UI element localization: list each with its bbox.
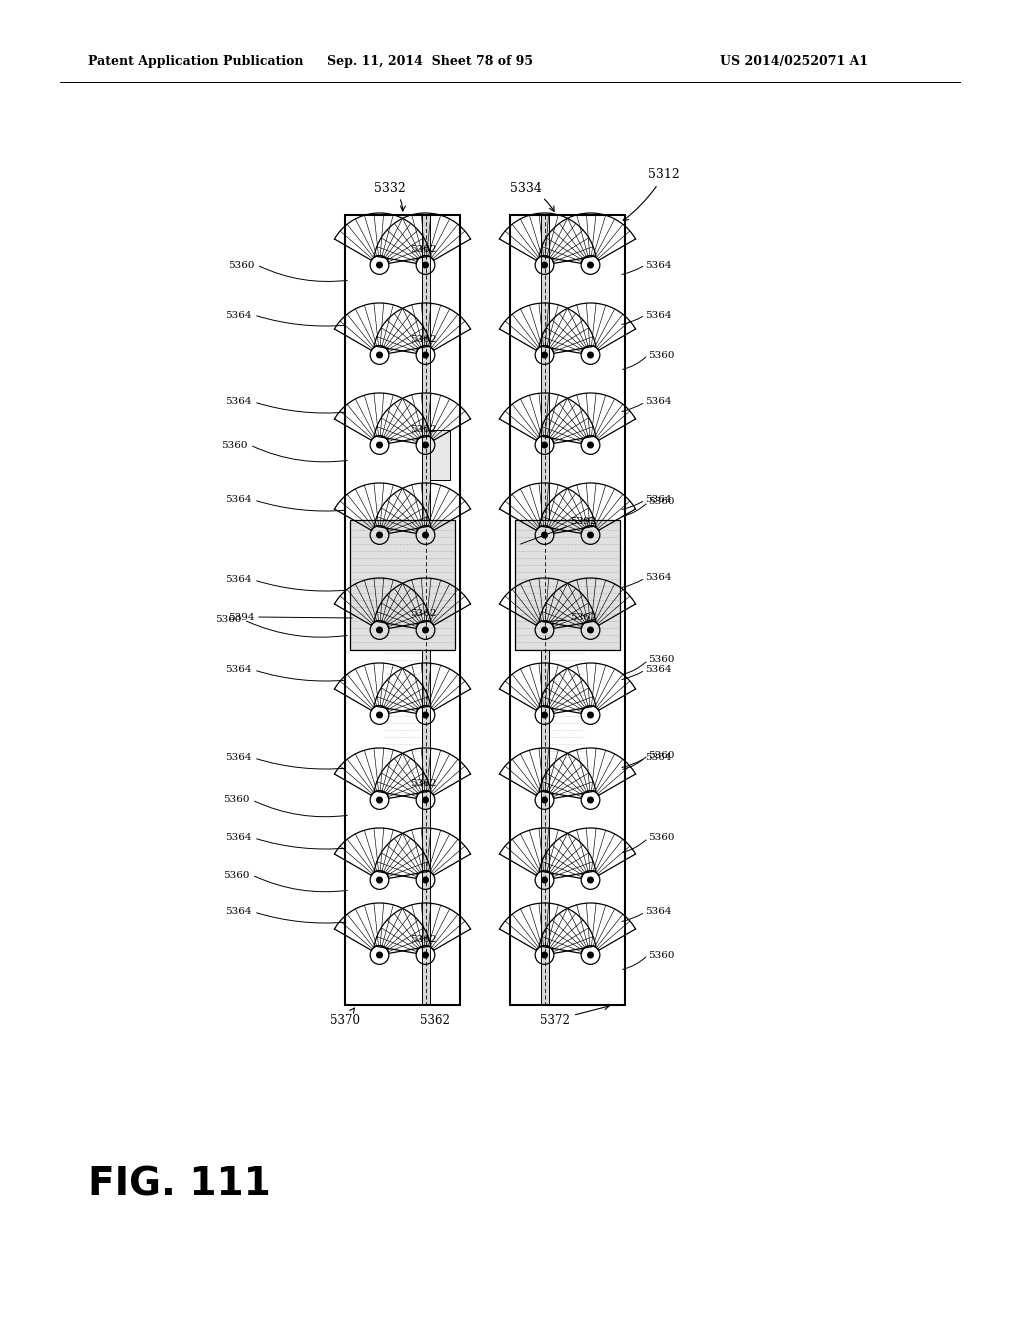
- Circle shape: [542, 797, 547, 803]
- Text: 5364: 5364: [645, 397, 672, 407]
- Text: 5362: 5362: [411, 244, 437, 253]
- Circle shape: [588, 627, 593, 632]
- Circle shape: [588, 797, 593, 803]
- Text: Patent Application Publication: Patent Application Publication: [88, 55, 303, 69]
- Circle shape: [588, 352, 593, 358]
- Text: 5360: 5360: [648, 656, 675, 664]
- Circle shape: [377, 532, 382, 537]
- Circle shape: [542, 627, 547, 632]
- Text: 5364: 5364: [645, 754, 672, 763]
- Circle shape: [542, 263, 547, 268]
- Circle shape: [377, 627, 382, 632]
- Circle shape: [423, 878, 428, 883]
- Circle shape: [542, 352, 547, 358]
- Text: 5364: 5364: [645, 495, 672, 504]
- Text: 5364: 5364: [645, 310, 672, 319]
- Circle shape: [542, 532, 547, 537]
- Circle shape: [542, 878, 547, 883]
- Text: 5364: 5364: [225, 833, 252, 842]
- Text: 5364: 5364: [645, 908, 672, 916]
- Bar: [429, 430, 450, 480]
- Text: 5360: 5360: [648, 751, 675, 759]
- Text: 5364: 5364: [225, 495, 252, 504]
- Text: 5364: 5364: [225, 576, 252, 585]
- Circle shape: [542, 442, 547, 447]
- Circle shape: [377, 263, 382, 268]
- Text: 5332: 5332: [374, 181, 406, 211]
- Text: 5360: 5360: [648, 351, 675, 359]
- Circle shape: [377, 797, 382, 803]
- Bar: [422, 215, 429, 1005]
- Text: 5334: 5334: [510, 181, 554, 211]
- Circle shape: [588, 263, 593, 268]
- Text: 5364: 5364: [645, 665, 672, 675]
- Text: 5362: 5362: [570, 612, 597, 622]
- Text: 5362: 5362: [411, 425, 437, 433]
- Text: 5312: 5312: [624, 169, 680, 220]
- Circle shape: [542, 952, 547, 958]
- Circle shape: [423, 713, 428, 718]
- Bar: [510, 215, 625, 1005]
- Bar: [541, 215, 549, 1005]
- Text: 5360: 5360: [223, 796, 250, 804]
- Text: 5362: 5362: [411, 610, 437, 619]
- Text: 5364: 5364: [645, 573, 672, 582]
- Text: 5364: 5364: [645, 260, 672, 269]
- Text: 5364: 5364: [225, 665, 252, 675]
- Text: 5394: 5394: [228, 612, 255, 622]
- Bar: [350, 520, 455, 649]
- Text: 5392: 5392: [570, 517, 597, 527]
- Text: 5360: 5360: [223, 870, 250, 879]
- Text: 5362: 5362: [411, 780, 437, 788]
- Circle shape: [423, 442, 428, 447]
- Text: 5364: 5364: [225, 397, 252, 407]
- Text: 5362: 5362: [411, 935, 437, 944]
- Circle shape: [377, 352, 382, 358]
- Circle shape: [377, 442, 382, 447]
- Circle shape: [377, 878, 382, 883]
- Text: 5360: 5360: [648, 950, 675, 960]
- Text: FIG. 111: FIG. 111: [88, 1166, 270, 1204]
- Circle shape: [377, 952, 382, 958]
- Text: 5364: 5364: [225, 754, 252, 763]
- Text: 5360: 5360: [228, 260, 255, 269]
- Bar: [345, 215, 460, 1005]
- Text: 5360: 5360: [648, 498, 675, 507]
- Circle shape: [423, 532, 428, 537]
- Circle shape: [588, 713, 593, 718]
- Circle shape: [423, 263, 428, 268]
- Text: 5372: 5372: [540, 1005, 609, 1027]
- Circle shape: [588, 532, 593, 537]
- Text: 5364: 5364: [225, 310, 252, 319]
- Text: 5360: 5360: [648, 833, 675, 842]
- Text: US 2014/0252071 A1: US 2014/0252071 A1: [720, 55, 868, 69]
- Circle shape: [423, 797, 428, 803]
- Text: 5360: 5360: [215, 615, 242, 624]
- Bar: [515, 520, 620, 649]
- Text: 5362: 5362: [411, 334, 437, 343]
- Text: 5364: 5364: [225, 908, 252, 916]
- Circle shape: [588, 878, 593, 883]
- Circle shape: [588, 952, 593, 958]
- Text: 5362: 5362: [420, 1014, 450, 1027]
- Text: 5370: 5370: [330, 1008, 360, 1027]
- Circle shape: [542, 713, 547, 718]
- Circle shape: [588, 442, 593, 447]
- Text: 5360: 5360: [221, 441, 248, 450]
- Circle shape: [377, 713, 382, 718]
- Circle shape: [423, 952, 428, 958]
- Circle shape: [423, 627, 428, 632]
- Text: Sep. 11, 2014  Sheet 78 of 95: Sep. 11, 2014 Sheet 78 of 95: [327, 55, 534, 69]
- Circle shape: [423, 352, 428, 358]
